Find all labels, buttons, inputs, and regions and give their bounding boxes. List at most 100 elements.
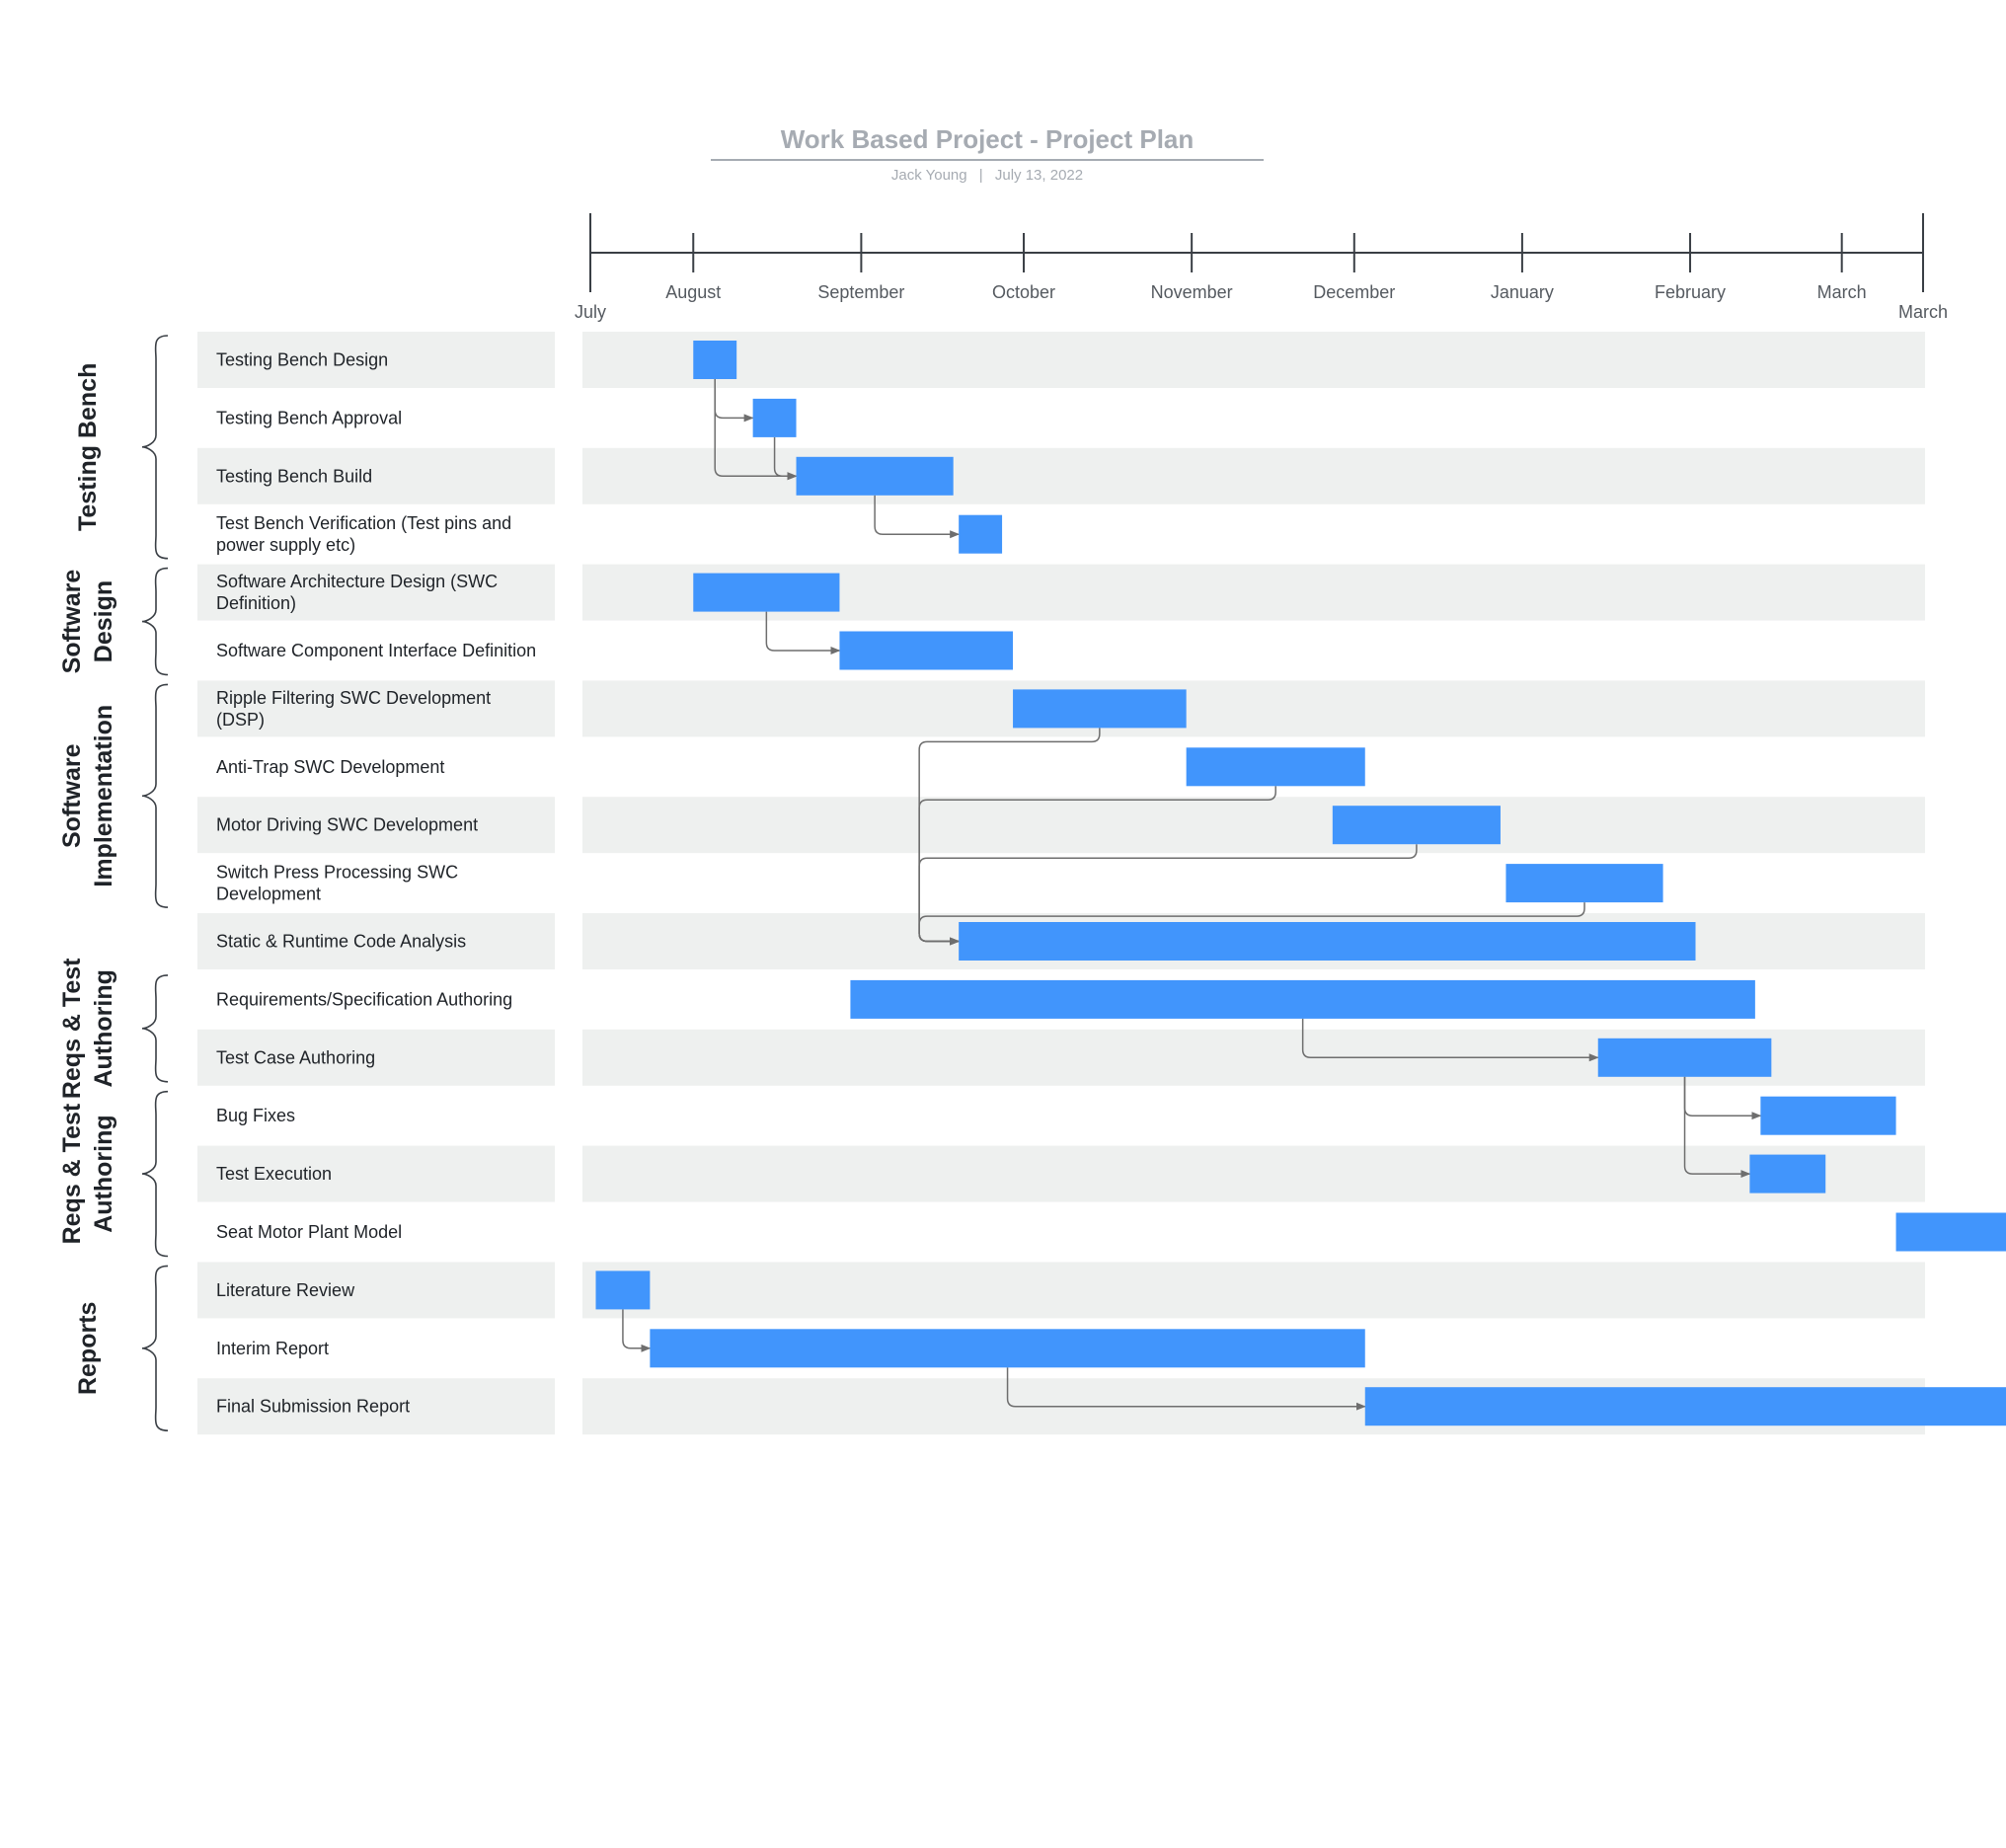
- month-label-january: January: [1491, 282, 1554, 302]
- month-label-july-edge: July: [575, 302, 606, 322]
- label-band-14: [197, 1145, 555, 1202]
- task-bar-anti-trap-swc-development[interactable]: [1186, 747, 1365, 787]
- dependency-arrow-11-12: [1301, 1018, 1599, 1062]
- task-label-line: Development: [216, 885, 321, 904]
- task-bar-switch-press-processing-swc-development[interactable]: [1505, 864, 1663, 903]
- group-label-testing-bench-0: Testing Bench: [74, 363, 102, 531]
- group-brace-4: [141, 1090, 169, 1258]
- page-subtitle: Jack Young | July 13, 2022: [891, 167, 1083, 184]
- group-label-line: Testing Bench: [74, 363, 102, 531]
- task-bar-seat-motor-plant-model[interactable]: [1895, 1212, 2006, 1252]
- group-label-line: Reqs & Test: [58, 958, 86, 1099]
- task-bar-requirements-specification-authoring[interactable]: [850, 979, 1755, 1019]
- task-label-line: Testing Bench Design: [216, 350, 388, 370]
- task-label-11: Requirements/Specification Authoring: [216, 989, 512, 1009]
- month-label-february: February: [1655, 282, 1726, 302]
- task-bar-static-runtime-code-analysis[interactable]: [959, 922, 1696, 961]
- label-band-2: [197, 447, 555, 504]
- task-bar-ripple-filtering-swc-development-dsp[interactable]: [1013, 689, 1187, 729]
- task-label-line: Static & Runtime Code Analysis: [216, 932, 466, 952]
- task-label-line: Software Architecture Design (SWC: [216, 572, 498, 591]
- chart-header: Work Based Project - Project Plan Jack Y…: [711, 124, 1264, 184]
- label-band-8: [197, 797, 555, 854]
- task-label-17: Interim Report: [216, 1339, 329, 1358]
- dependency-arrow-0-2: [714, 379, 798, 481]
- task-bar-test-case-authoring[interactable]: [1597, 1038, 1772, 1077]
- label-band-10: [197, 913, 555, 969]
- label-band-0: [197, 332, 555, 388]
- month-label-august: August: [665, 282, 721, 302]
- task-bar-interim-report[interactable]: [650, 1329, 1365, 1368]
- subtitle-separator: |: [979, 167, 983, 184]
- group-label-reqs-test-authoring-4: Reqs & Test Authoring: [58, 1103, 117, 1244]
- task-label-line: Ripple Filtering SWC Development: [216, 688, 491, 708]
- task-label-line: Test Execution: [216, 1164, 332, 1184]
- task-bar-bug-fixes[interactable]: [1760, 1096, 1896, 1135]
- task-label-line: (DSP): [216, 710, 265, 730]
- task-label-line: Requirements/Specification Authoring: [216, 989, 512, 1009]
- task-label-4: Software Architecture Design (SWC Definit…: [216, 572, 498, 613]
- task-label-line: Motor Driving SWC Development: [216, 815, 478, 835]
- month-label-march: March: [1817, 282, 1867, 302]
- timeline-band-16: [582, 1262, 1925, 1319]
- dependency-arrow-2-3: [874, 495, 961, 539]
- timeline-axis: July August September October November Decemb…: [575, 213, 1948, 322]
- task-label-7: Anti-Trap SWC Development: [216, 757, 444, 777]
- task-label-18: Final Submission Report: [216, 1397, 410, 1417]
- group-label-line: Design: [90, 580, 117, 662]
- group-brace-3: [141, 974, 169, 1083]
- group-label-reports-5: Reports: [74, 1302, 102, 1395]
- task-label-13: Bug Fixes: [216, 1106, 295, 1125]
- page-title: Work Based Project - Project Plan: [781, 124, 1195, 154]
- label-band-16: [197, 1262, 555, 1319]
- group-label-software-implementation-2: Software Implementation: [58, 705, 117, 887]
- task-bar-test-bench-verification-test-pins-and-power-supply-etc[interactable]: [959, 514, 1003, 554]
- task-label-14: Test Execution: [216, 1164, 332, 1184]
- group-braces: Testing Bench Software Design Software Imple…: [58, 335, 169, 1431]
- task-label-5: Software Component Interface Definition: [216, 641, 536, 660]
- group-label-line: Reports: [74, 1302, 102, 1395]
- group-brace-1: [141, 567, 169, 676]
- group-label-line: Authoring: [90, 1115, 117, 1232]
- dependency-connectors: [622, 379, 1762, 1411]
- task-label-16: Literature Review: [216, 1280, 355, 1300]
- timeline-band-0: [582, 332, 1925, 388]
- task-bar-software-component-interface-definition[interactable]: [839, 631, 1014, 670]
- dependency-arrow-17-18: [1006, 1367, 1366, 1411]
- task-label-10: Static & Runtime Code Analysis: [216, 932, 466, 952]
- task-labels: Testing Bench Design Testing Bench Approv…: [216, 350, 536, 1417]
- label-band-4: [197, 564, 555, 621]
- label-band-18: [197, 1378, 555, 1435]
- dependency-arrow-1-2: [773, 436, 798, 481]
- group-label-line: Software: [58, 570, 86, 674]
- task-label-2: Testing Bench Build: [216, 466, 372, 486]
- task-bar-motor-driving-swc-development[interactable]: [1332, 806, 1501, 845]
- task-bar-testing-bench-build[interactable]: [796, 456, 954, 496]
- timeline-band-6: [582, 680, 1925, 737]
- dependency-arrow-12-14: [1683, 1076, 1751, 1179]
- task-label-line: Testing Bench Build: [216, 466, 372, 486]
- task-label-line: Testing Bench Approval: [216, 408, 402, 427]
- plan-date: July 13, 2022: [995, 167, 1083, 184]
- task-label-6: Ripple Filtering SWC Development (DSP): [216, 688, 491, 730]
- task-label-line: Literature Review: [216, 1280, 355, 1300]
- task-bar-testing-bench-approval[interactable]: [752, 398, 797, 437]
- task-label-line: Test Bench Verification (Test pins and: [216, 513, 511, 533]
- month-label-september: September: [817, 282, 904, 302]
- task-bar-testing-bench-design[interactable]: [693, 341, 737, 379]
- task-bars: [595, 341, 2006, 1426]
- task-label-1: Testing Bench Approval: [216, 408, 402, 427]
- task-label-line: Anti-Trap SWC Development: [216, 757, 444, 777]
- task-bar-software-architecture-design-swc-definition[interactable]: [693, 573, 840, 612]
- month-label-october: October: [992, 282, 1055, 302]
- task-label-8: Motor Driving SWC Development: [216, 815, 478, 835]
- author-name: Jack Young: [891, 167, 967, 184]
- task-label-line: Test Case Authoring: [216, 1047, 375, 1067]
- task-label-3: Test Bench Verification (Test pins and po…: [216, 513, 511, 555]
- task-bar-final-submission-report[interactable]: [1364, 1387, 2006, 1426]
- task-bar-literature-review[interactable]: [595, 1270, 651, 1310]
- task-bar-test-execution[interactable]: [1749, 1154, 1826, 1194]
- label-band-6: [197, 680, 555, 737]
- label-band-12: [197, 1029, 555, 1086]
